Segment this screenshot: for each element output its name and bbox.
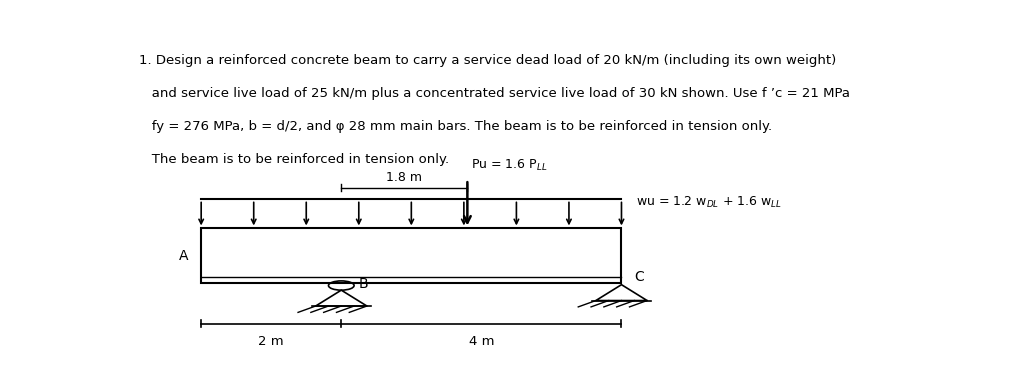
Text: A: A <box>179 249 188 263</box>
Text: The beam is to be reinforced in tension only.: The beam is to be reinforced in tension … <box>138 153 449 166</box>
Text: Pu = 1.6 P$_{LL}$: Pu = 1.6 P$_{LL}$ <box>471 158 547 174</box>
Text: 2 m: 2 m <box>258 334 284 348</box>
Text: C: C <box>634 270 644 285</box>
Text: wu = 1.2 w$_{DL}$ + 1.6 w$_{LL}$: wu = 1.2 w$_{DL}$ + 1.6 w$_{LL}$ <box>636 195 782 210</box>
Text: and service live load of 25 kN/m plus a concentrated service live load of 30 kN : and service live load of 25 kN/m plus a … <box>138 87 850 100</box>
Text: 1.8 m: 1.8 m <box>386 171 422 184</box>
Text: 1. Design a reinforced concrete beam to carry a service dead load of 20 kN/m (in: 1. Design a reinforced concrete beam to … <box>138 54 836 67</box>
Text: 4 m: 4 m <box>469 334 494 348</box>
FancyBboxPatch shape <box>201 228 622 283</box>
Text: B: B <box>358 277 369 291</box>
Text: fy = 276 MPa, b = d/2, and φ 28 mm main bars. The beam is to be reinforced in te: fy = 276 MPa, b = d/2, and φ 28 mm main … <box>138 120 772 133</box>
